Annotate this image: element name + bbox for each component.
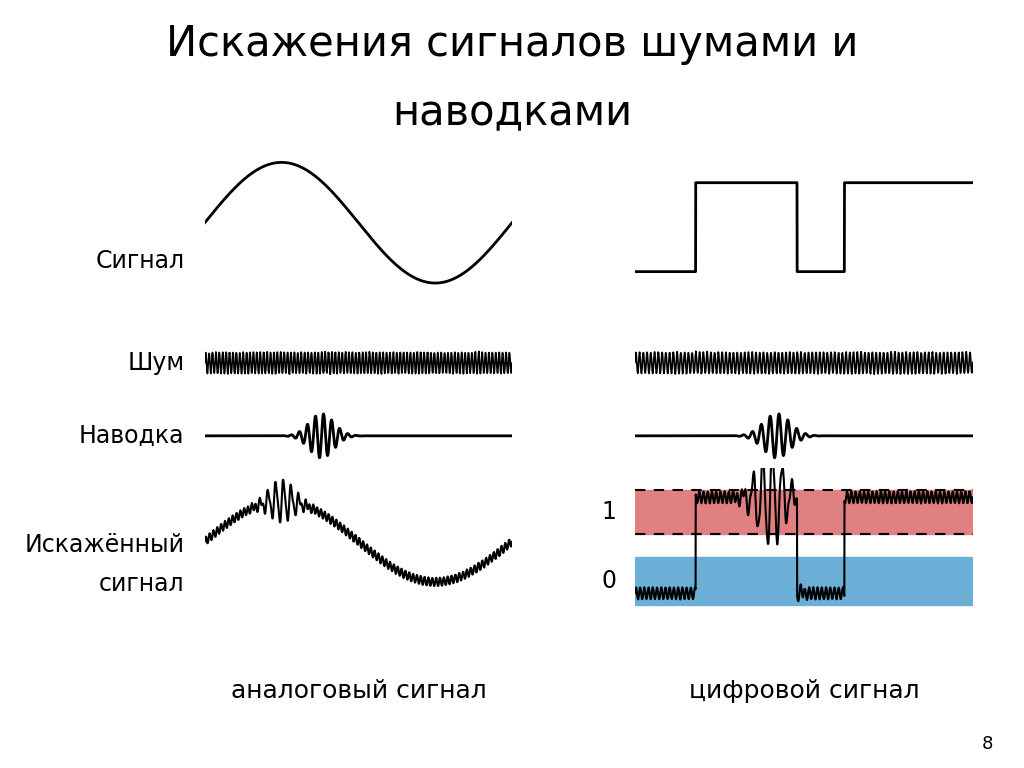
Text: Искажения сигналов шумами и: Искажения сигналов шумами и (166, 23, 858, 65)
Text: Сигнал: Сигнал (95, 249, 184, 273)
Text: Наводка: Наводка (79, 424, 184, 448)
Text: 1: 1 (602, 500, 616, 524)
Bar (635, 490, 973, 534)
Text: Шум: Шум (127, 351, 184, 375)
Text: Искажённый: Искажённый (25, 533, 184, 558)
Text: цифровой сигнал: цифровой сигнал (688, 679, 920, 703)
Text: 0: 0 (602, 569, 616, 593)
Text: аналоговый сигнал: аналоговый сигнал (230, 679, 486, 703)
Text: сигнал: сигнал (98, 571, 184, 596)
Bar (635, 557, 973, 605)
Text: 8: 8 (982, 735, 993, 753)
Text: наводками: наводками (392, 92, 632, 134)
